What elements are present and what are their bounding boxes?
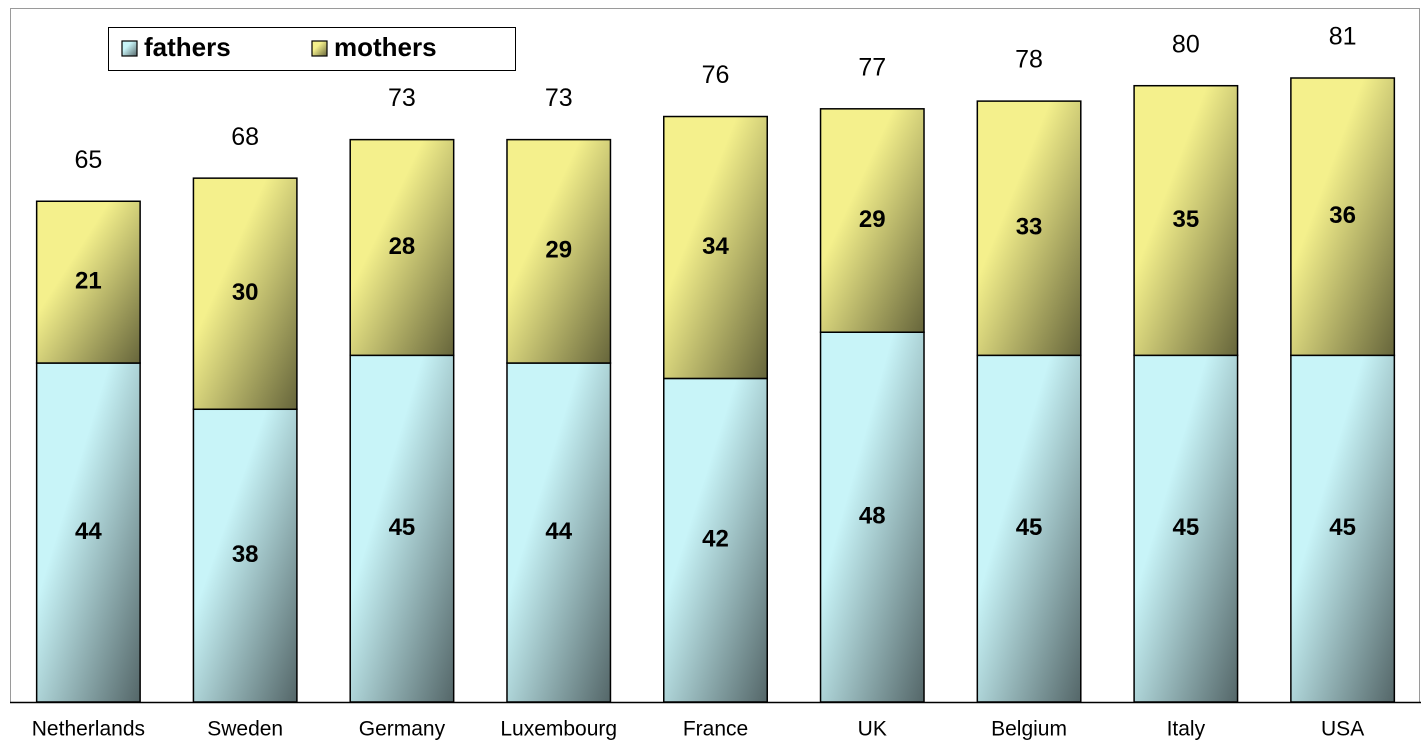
x-tick-label: Sweden: [207, 718, 283, 741]
segment-label: 44: [545, 518, 572, 545]
legend-label: mothers: [334, 32, 437, 62]
total-label: 65: [74, 146, 102, 174]
segment-label: 29: [859, 206, 886, 233]
total-label: 73: [388, 84, 416, 112]
x-tick-label: Belgium: [991, 718, 1067, 741]
segment-label: 30: [232, 279, 259, 306]
segment-label: 33: [1016, 214, 1043, 241]
legend: fathers mothers: [108, 27, 516, 71]
x-tick-label: Netherlands: [32, 718, 145, 741]
bar-segment: [976, 100, 1082, 357]
bar-segment: [976, 354, 1082, 703]
x-tick-label: UK: [858, 718, 887, 741]
total-label: 80: [1172, 30, 1200, 58]
bar-segment: [1133, 354, 1239, 703]
bar-segment: [1133, 84, 1239, 357]
segment-label: 48: [859, 502, 886, 529]
segment-label: 45: [389, 514, 416, 541]
total-label: 78: [1015, 46, 1043, 74]
total-label: 81: [1329, 23, 1357, 51]
legend-swatch: [311, 40, 328, 57]
bar-segment: [506, 138, 612, 364]
total-label: 77: [858, 53, 886, 81]
legend-label: fathers: [144, 32, 231, 62]
bar-segment: [192, 177, 298, 411]
segment-label: 44: [75, 518, 102, 545]
legend-swatch: [121, 40, 138, 57]
segment-label: 35: [1172, 206, 1199, 233]
segment-label: 29: [545, 237, 572, 264]
total-label: 73: [545, 84, 573, 112]
bar-segment: [663, 377, 768, 703]
total-label: 76: [702, 61, 730, 89]
bar-segment: [1290, 77, 1396, 357]
bar-segment: [663, 115, 768, 380]
bar-segment: [349, 138, 455, 357]
segment-label: 34: [702, 233, 729, 260]
total-label: 68: [231, 123, 259, 151]
bar-segment: [819, 331, 925, 703]
bar-segment: [506, 362, 612, 703]
bar-segment: [35, 200, 141, 364]
segment-label: 45: [1016, 514, 1043, 541]
segment-label: 21: [75, 267, 102, 294]
x-tick-label: Luxembourg: [500, 718, 617, 741]
segment-label: 38: [232, 541, 259, 568]
bars: 44 21 65 38 30 68 45 28 73 44 29 73 42 34 76 48 29 77 45 33…: [35, 23, 1396, 703]
x-tick-label: Germany: [359, 718, 446, 741]
segment-label: 36: [1329, 202, 1356, 229]
segment-label: 28: [389, 233, 416, 260]
segment-label: 45: [1172, 514, 1199, 541]
segment-label: 45: [1329, 514, 1356, 541]
x-tick-label: USA: [1321, 718, 1364, 741]
x-tick-label: France: [683, 718, 748, 741]
bar-segment: [819, 108, 925, 333]
x-tick-label: Italy: [1167, 718, 1206, 741]
segment-label: 42: [702, 526, 729, 553]
